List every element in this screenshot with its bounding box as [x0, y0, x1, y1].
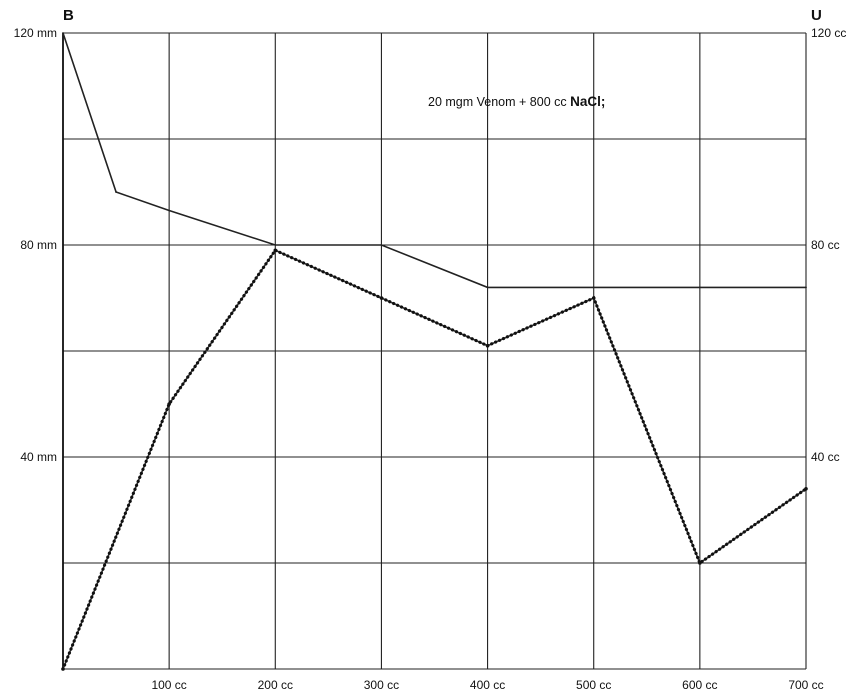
data-point [273, 248, 278, 253]
data-point [62, 32, 64, 34]
data-point [805, 286, 807, 289]
annotation-text: 20 mgm Venom + 800 cc [428, 95, 570, 109]
data-point [61, 667, 65, 671]
x-tick-label: 500 cc [576, 678, 611, 692]
x-tick-label: 300 cc [364, 678, 399, 692]
left-tick-label: 120 mm [14, 26, 57, 40]
x-tick-label: 600 cc [682, 678, 717, 692]
grid [62, 32, 807, 670]
data-point [804, 487, 808, 491]
data-point [592, 286, 595, 289]
right-axis-letter: U [811, 7, 822, 24]
data-point [698, 561, 702, 565]
series-line-solid [62, 32, 806, 289]
series-line-dotted [62, 249, 807, 670]
data-point [380, 244, 383, 246]
data-point [167, 402, 171, 406]
right-tick-label: 40 cc [811, 450, 840, 464]
x-tick-label: 100 cc [151, 678, 186, 692]
x-tick-label: 400 cc [470, 678, 505, 692]
left-axis-letter: B [63, 7, 74, 24]
right-tick-label: 120 cc [811, 26, 846, 40]
series-line-dotted-beads [61, 248, 808, 671]
annotation: 20 mgm Venom + 800 cc NaCl; [428, 94, 605, 109]
data-point [486, 286, 489, 289]
annotation-bold: NaCl; [570, 94, 605, 109]
series-layer [61, 32, 808, 671]
data-point [379, 296, 384, 300]
data-point [698, 286, 701, 289]
tick-labels: 100 cc 200 cc 300 cc 400 cc 500 cc 600 cc 700 … [14, 26, 847, 692]
right-tick-label: 80 cc [811, 238, 840, 252]
data-point [168, 209, 171, 212]
left-tick-label: 40 mm [20, 450, 57, 464]
data-point [591, 296, 596, 300]
data-point [115, 191, 117, 193]
data-point [485, 343, 490, 348]
x-tick-label: 200 cc [258, 678, 293, 692]
x-tick-label: 700 cc [788, 678, 823, 692]
left-tick-label: 80 mm [20, 238, 57, 252]
data-point [274, 244, 277, 246]
